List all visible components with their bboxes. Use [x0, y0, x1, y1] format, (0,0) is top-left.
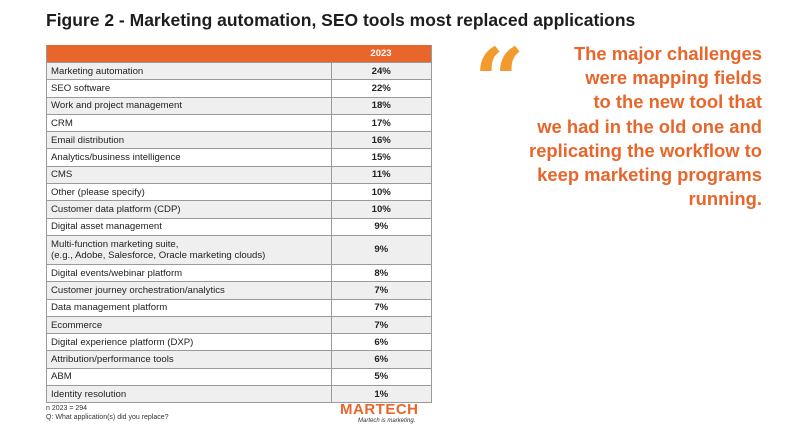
application-name: Identity resolution — [47, 385, 331, 403]
logo-tagline: Martech is marketing. — [358, 418, 416, 424]
table-row: Digital events/webinar platform 8% — [47, 263, 431, 282]
replacement-percentage: 6% — [330, 333, 431, 351]
quote-line: we had in the old one and — [537, 115, 762, 137]
application-name-text: Marketing automation — [51, 65, 144, 77]
table-body: Marketing automation 24% SEO software 22% Wo… — [47, 61, 431, 403]
table-row: Customer journey orchestration/analytics… — [47, 281, 431, 300]
table-row: Attribution/performance tools 6% — [47, 350, 431, 369]
footnote: n 2023 = 294 Q: What application(s) did … — [46, 405, 169, 422]
quote-line: running. — [688, 188, 762, 210]
survey-question: Q: What application(s) did you replace? — [46, 413, 169, 421]
replacement-percentage: 10% — [330, 183, 431, 201]
table-row: CRM 17% — [47, 113, 431, 132]
application-name: Customer journey orchestration/analytics — [47, 281, 331, 300]
application-name-text: Digital experience platform (DXP) — [51, 336, 194, 348]
application-name-text: CRM — [51, 117, 73, 129]
application-name: Email distribution — [47, 131, 331, 149]
sample-size: n 2023 = 294 — [46, 405, 88, 412]
quote-mark-icon: “ — [474, 28, 525, 132]
application-name: Marketing automation — [47, 61, 331, 80]
application-name-text: ABM — [51, 371, 72, 383]
table-row: ABM 5% — [47, 367, 431, 386]
application-name: Ecommerce — [47, 315, 331, 334]
application-name: Analytics/business intelligence — [47, 148, 331, 167]
application-name: Attribution/performance tools — [47, 350, 331, 369]
replacement-percentage: 9% — [330, 217, 431, 236]
application-name: Customer data platform (CDP) — [47, 200, 331, 219]
replacement-percentage: 7% — [330, 281, 431, 300]
table-row: Identity resolution 1% — [47, 385, 431, 403]
replacement-percentage: 7% — [330, 298, 431, 317]
application-name: CRM — [47, 113, 331, 132]
quote-line: replicating the workflow to — [529, 139, 762, 161]
application-name: Other (please specify) — [47, 183, 331, 201]
table-row: Data management platform 7% — [47, 298, 431, 317]
application-name: Data management platform — [47, 298, 331, 317]
application-name-text: Customer data platform (CDP) — [51, 204, 181, 216]
table-row: SEO software 22% — [47, 79, 431, 98]
application-name-text: CMS — [51, 169, 73, 181]
replacement-percentage: 8% — [330, 263, 431, 282]
application-name: Work and project management — [47, 96, 331, 115]
table-row: CMS 11% — [47, 165, 431, 184]
year-header: 2023 — [331, 45, 431, 63]
replacement-percentage: 9% — [330, 234, 431, 265]
application-name: CMS — [47, 165, 331, 184]
application-name-text: Other (please specify) — [51, 186, 145, 198]
table-row: Other (please specify) 10% — [47, 183, 431, 201]
application-name-text: Attribution/performance tools — [51, 354, 174, 366]
replacement-percentage: 5% — [330, 367, 431, 386]
replacement-percentage: 15% — [330, 148, 431, 167]
replacement-percentage: 11% — [330, 165, 431, 184]
quote-line: to the new tool that — [593, 91, 762, 113]
application-name: SEO software — [47, 79, 331, 98]
table-row: Work and project management 18% — [47, 96, 431, 115]
application-name-text: SEO software — [51, 82, 111, 94]
replacement-percentage: 6% — [330, 350, 431, 369]
replacement-percentage: 1% — [330, 385, 431, 403]
table-row: Digital asset management 9% — [47, 217, 431, 236]
pull-quote: The major challenges were mapping fields… — [462, 42, 762, 211]
quote-line: The major challenges — [573, 43, 762, 64]
application-name-subtext: (e.g., Adobe, Salesforce, Oracle marketi… — [51, 249, 266, 261]
application-name-text: Ecommerce — [51, 319, 103, 331]
replaced-applications-table: 2023 Marketing automation 24% SEO software… — [46, 45, 432, 404]
application-name-text: Digital events/webinar platform — [51, 267, 183, 279]
table-row: Marketing automation 24% — [47, 61, 431, 80]
application-name-text: Data management platform — [51, 302, 168, 314]
logo-wordmark: MARTECH — [340, 401, 419, 418]
replacement-percentage: 10% — [330, 200, 431, 219]
application-name-text: Customer journey orchestration/analytics — [51, 284, 225, 296]
table-row: Email distribution 16% — [47, 131, 431, 149]
quote-line: keep marketing programs — [537, 164, 762, 186]
martech-logo: MARTECH Martech is marketing. — [340, 402, 434, 425]
application-name-text: Email distribution — [51, 134, 125, 146]
application-name-text: Work and project management — [51, 100, 183, 112]
figure-title: Figure 2 - Marketing automation, SEO too… — [46, 10, 636, 30]
application-name-text: Multi-function marketing suite, — [51, 238, 179, 250]
replacement-percentage: 18% — [330, 96, 431, 115]
replacement-percentage: 7% — [330, 315, 431, 334]
replacement-percentage: 17% — [330, 113, 431, 132]
replacement-percentage: 16% — [330, 131, 431, 149]
application-name: Digital asset management — [47, 217, 331, 236]
replacement-percentage: 22% — [330, 79, 431, 98]
table-row: Analytics/business intelligence 15% — [47, 148, 431, 167]
quote-line: were mapping fields — [585, 67, 762, 89]
application-name: Digital experience platform (DXP) — [47, 333, 331, 351]
table-row: Customer data platform (CDP) 10% — [47, 200, 431, 219]
table-row: Ecommerce 7% — [47, 315, 431, 334]
table-row: Multi-function marketing suite, (e.g., Ad… — [47, 234, 431, 265]
application-name: Digital events/webinar platform — [47, 263, 331, 282]
replacement-percentage: 24% — [330, 61, 431, 80]
application-name-text: Identity resolution — [51, 388, 127, 400]
application-header — [47, 45, 331, 63]
application-name: Multi-function marketing suite, (e.g., Ad… — [47, 234, 331, 265]
application-name-text: Analytics/business intelligence — [51, 152, 181, 164]
table-row: Digital experience platform (DXP) 6% — [47, 333, 431, 351]
table-header-row: 2023 — [47, 45, 431, 63]
application-name-text: Digital asset management — [51, 221, 162, 233]
application-name: ABM — [47, 367, 331, 386]
